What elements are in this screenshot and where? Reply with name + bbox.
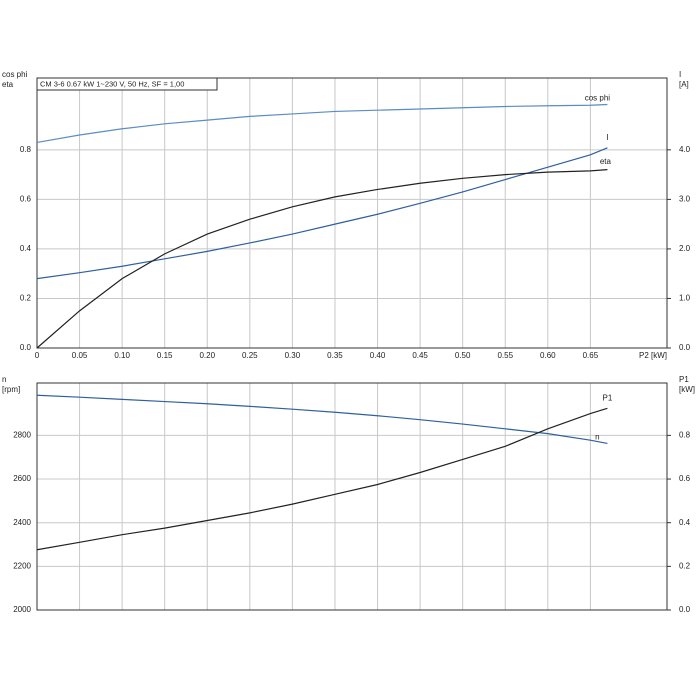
y2-tick-label: 0.0: [679, 343, 691, 352]
y-axis-label: n: [2, 375, 6, 384]
title-box: [36, 77, 218, 91]
chart-title: CM 3-6 0.67 kW 1~230 V, 50 Hz, SF = 1,00: [40, 79, 184, 88]
x-tick-label: 0.55: [497, 351, 513, 360]
y2-axis-label: P1: [679, 375, 689, 384]
x-axis-label: P2 [kW]: [639, 351, 667, 360]
y2-tick-label: 0.8: [679, 430, 691, 439]
x-tick-label: 0.10: [114, 351, 130, 360]
x-tick-label: 0.50: [455, 351, 471, 360]
y-tick-label: 2800: [13, 430, 31, 439]
series-line: [36, 147, 608, 280]
series-line: [36, 394, 608, 445]
curve-label: n: [595, 433, 599, 442]
y-tick-label: 2600: [13, 474, 31, 483]
series-line: [36, 103, 608, 143]
curve-label: I: [606, 133, 608, 142]
y2-tick-label: 2.0: [679, 244, 691, 253]
x-tick-label: 0.15: [157, 351, 173, 360]
y-tick-label: 2000: [13, 605, 31, 614]
y-tick-label: 0.0: [20, 343, 32, 352]
y2-tick-label: 0.2: [679, 561, 691, 570]
x-tick-label: 0.25: [242, 351, 258, 360]
x-tick-label: 0.45: [412, 351, 428, 360]
y-tick-label: 0.2: [20, 294, 32, 303]
y2-axis-label: I: [679, 70, 681, 79]
y2-tick-label: 1.0: [679, 294, 691, 303]
y2-tick-label: 0.0: [679, 605, 691, 614]
x-tick-label: 0.20: [199, 351, 215, 360]
x-tick-label: 0.60: [540, 351, 556, 360]
y-tick-label: 0.4: [20, 244, 32, 253]
x-tick-label: 0.40: [370, 351, 386, 360]
y-axis-label: [rpm]: [2, 385, 20, 394]
y-tick-label: 2400: [13, 518, 31, 527]
y2-axis-label: [A]: [679, 80, 689, 89]
y-tick-label: 0.6: [20, 194, 32, 203]
series-line: [36, 169, 608, 349]
x-tick-label: 0.30: [285, 351, 301, 360]
y-tick-label: 2200: [13, 561, 31, 570]
y-tick-label: 0.8: [20, 145, 32, 154]
series-line: [36, 407, 608, 551]
x-tick-label: 0.35: [327, 351, 343, 360]
y2-tick-label: 0.6: [679, 474, 691, 483]
y-axis-label: eta: [2, 80, 14, 89]
y-axis-label: cos phi: [2, 70, 28, 79]
curve-label: cos phi: [585, 94, 611, 103]
y2-tick-label: 3.0: [679, 194, 691, 203]
x-tick-label: 0.65: [583, 351, 599, 360]
curve-label: eta: [600, 157, 612, 166]
plot-frame: [36, 382, 668, 611]
y2-tick-label: 0.4: [679, 518, 691, 527]
plot-frame: [36, 77, 668, 349]
y2-tick-label: 4.0: [679, 145, 691, 154]
y2-axis-label: [kW]: [679, 385, 695, 394]
x-tick-label: 0: [35, 351, 40, 360]
curve-label: P1: [603, 393, 613, 402]
x-tick-label: 0.05: [72, 351, 88, 360]
